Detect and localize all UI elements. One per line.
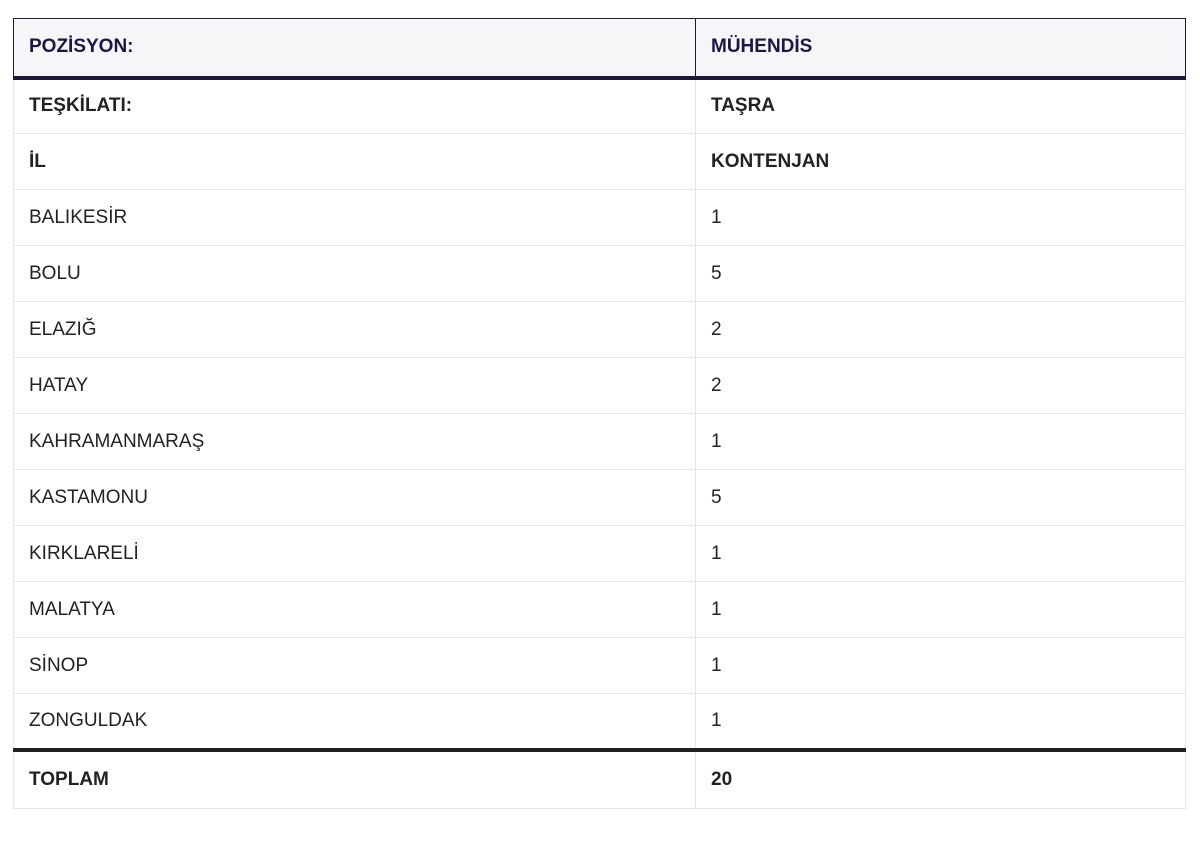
data-row: ELAZIĞ 2 [13,301,1186,358]
data-row: BALIKESİR 1 [13,189,1186,246]
label-cell: MALATYA [13,581,696,638]
label-cell: ELAZIĞ [13,301,696,358]
value-cell: 2 [695,301,1186,358]
data-row: HATAY 2 [13,357,1186,414]
label-cell: İL [13,133,696,190]
label-cell: SİNOP [13,637,696,694]
label-cell: BALIKESİR [13,189,696,246]
data-row: KASTAMONU 5 [13,469,1186,526]
label-cell: HATAY [13,357,696,414]
data-row: KIRKLARELİ 1 [13,525,1186,582]
label-cell: KIRKLARELİ [13,525,696,582]
value-cell: 1 [695,637,1186,694]
data-row: SİNOP 1 [13,637,1186,694]
label-cell: TEŞKİLATI: [13,77,696,134]
info-row: İL KONTENJAN [13,133,1186,190]
quota-table: POZİSYON: MÜHENDİS TEŞKİLATI: TAŞRA İL KONTEN… [13,18,1186,809]
value-cell: 5 [695,245,1186,302]
data-row: ZONGULDAK 1 [13,693,1186,750]
label-cell: KAHRAMANMARAŞ [13,413,696,470]
header-row: POZİSYON: MÜHENDİS [13,18,1186,80]
value-cell: 1 [695,413,1186,470]
data-row: MALATYA 1 [13,581,1186,638]
value-cell: TAŞRA [695,77,1186,134]
value-cell: 1 [695,581,1186,638]
value-cell: MÜHENDİS [695,18,1186,80]
label-cell: ZONGULDAK [13,693,696,750]
value-cell: 20 [695,747,1186,809]
data-row: BOLU 5 [13,245,1186,302]
value-cell: 1 [695,693,1186,750]
value-cell: KONTENJAN [695,133,1186,190]
total-row: TOPLAM 20 [13,747,1186,809]
value-cell: 2 [695,357,1186,414]
value-cell: 5 [695,469,1186,526]
info-row: TEŞKİLATI: TAŞRA [13,77,1186,134]
label-cell: TOPLAM [13,747,696,809]
label-cell: POZİSYON: [13,18,696,80]
value-cell: 1 [695,525,1186,582]
value-cell: 1 [695,189,1186,246]
data-row: KAHRAMANMARAŞ 1 [13,413,1186,470]
label-cell: BOLU [13,245,696,302]
label-cell: KASTAMONU [13,469,696,526]
